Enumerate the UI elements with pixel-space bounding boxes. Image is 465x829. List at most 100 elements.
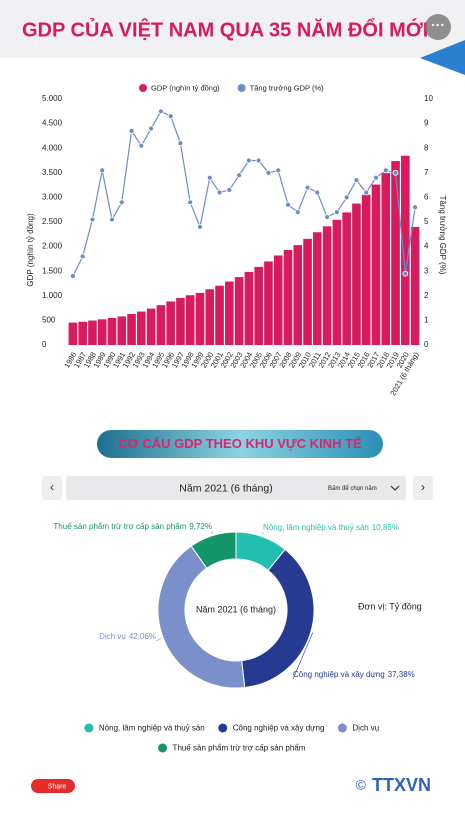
gdp-bar [371,184,381,345]
menu-button[interactable] [425,14,451,40]
y-tick-label: 1.000 [42,291,63,300]
gdp-bar [293,245,303,345]
share-label: Share [48,783,67,790]
segment-name: Thuế sản phẩm trừ trợ cấp sản phẩm [53,522,186,531]
y2-tick-label: 3 [424,266,429,275]
growth-point [402,270,409,277]
growth-point [294,209,301,216]
gdp-bar [146,308,156,345]
y2-tick-label: 4 [424,242,429,251]
selected-year: Năm 2021 (6 tháng) [179,482,272,494]
y-axis-title: GDP (nghìn tỷ đồng) [26,213,35,287]
gdp-bar [352,203,361,345]
legend-label: Công nghiệp và xây dựng [233,724,325,733]
growth-point [245,157,252,164]
gdp-bar [401,155,410,345]
segment-value: 10,85% [372,523,399,532]
section-pill [97,430,383,458]
next-icon: › [421,480,425,494]
year-selector[interactable] [66,476,406,500]
growth-point [148,125,155,132]
legend-label: Nông, lâm nghiệp và thuỷ sản [99,724,205,733]
gdp-bar [97,319,107,345]
gdp-bar [117,316,127,345]
gdp-bar [176,297,185,345]
gdp-bar [332,219,342,345]
segment-name: Nông, lâm nghiệp và thuỷ sản [263,523,369,532]
share-button[interactable] [31,779,75,793]
gdp-bar [195,292,205,345]
selector-caret [390,485,400,491]
growth-point [167,113,174,120]
legend-swatch [84,723,94,733]
growth-point [363,189,370,196]
y2-tick-label: 1 [424,316,429,325]
gdp-bar [137,311,146,345]
segment-name: Công nghiệp và xây dựng [293,670,385,679]
y-tick-label: 2.000 [42,242,63,251]
legend-label: Dịch vụ [352,724,379,733]
legend-swatch [139,84,147,92]
growth-point [333,209,340,216]
leader-line [292,632,314,680]
prev-button[interactable] [42,476,62,500]
page-title: GDP CỦA VIỆT NAM QUA 35 NĂM ĐỔI MỚI [22,17,428,41]
growth-point [392,169,399,176]
donut-segment [190,531,237,569]
y2-axis-title: Tăng trưởng GDP (%) [438,196,447,275]
growth-point [353,177,360,184]
growth-point [89,216,96,223]
y2-tick-label: 7 [424,168,429,177]
growth-point [138,142,145,149]
legend-swatch [218,723,228,733]
segment-name: Dịch vụ [99,632,126,641]
gdp-bar [78,321,87,345]
segment-value: 42,06% [129,632,156,641]
gdp-bar [283,250,293,345]
y2-tick-label: 0 [424,340,429,349]
legend-row: Nông, lâm nghiệp và thuỷ sản Công nghiệp … [84,723,379,733]
section-title: CƠ CẤU GDP THEO KHU VỰC KINH TẾ [118,436,362,451]
growth-point [304,184,311,191]
growth-point [343,194,350,201]
y-tick-label: 5.000 [42,94,63,103]
leader-line [155,637,162,642]
y-tick-label: 4.500 [42,119,63,128]
selector-hint: Bấm để chọn năm [328,485,377,492]
gdp-bar [88,320,97,345]
segment-value: 9,72% [189,522,212,531]
growth-point [275,167,282,174]
logo: TTXVN [372,775,431,795]
growth-point [382,167,389,174]
header-bg [0,0,465,58]
donut-segment [241,548,315,689]
gdp-bar [342,212,351,345]
y2-tick-label: 6 [424,193,429,202]
gdp-bar [68,322,78,345]
gdp-bar [215,285,224,345]
y-tick-label: 1.500 [42,266,63,275]
legend-label: GDP (nghìn tỷ đồng) [151,83,220,92]
gdp-bar [361,194,371,345]
growth-point [314,189,321,196]
legend-swatch [158,743,168,753]
combo-chart: 0 500 1.000 1.500 2.000 2.500 3.000 3.500 4.000 4… [26,83,447,397]
growth-point [109,216,115,223]
donut-center-label: Năm 2021 (6 tháng) [196,604,276,614]
gdp-bar [410,226,420,345]
legend-row: Thuế sản phẩm trừ trợ cấp sản phẩm [158,743,306,753]
growth-point [373,174,379,181]
next-button[interactable] [413,476,433,500]
gdp-bar [391,161,400,345]
growth-point [187,199,194,206]
donut-chart: CƠ CẤU GDP THEO KHU VỰC KINH TẾ ‹ Năm 2021… [42,430,433,753]
menu-icon: ··· [431,17,445,33]
y2-tick-label: 10 [424,94,433,103]
gdp-bar [273,255,283,345]
y2-tick-label: 5 [424,217,429,226]
gdp-bar [234,277,244,345]
gdp-bar [107,317,117,345]
growth-point [324,214,331,220]
segment-label: Thuế sản phẩm trừ trợ cấp sản phẩm 9,72% [53,522,212,531]
